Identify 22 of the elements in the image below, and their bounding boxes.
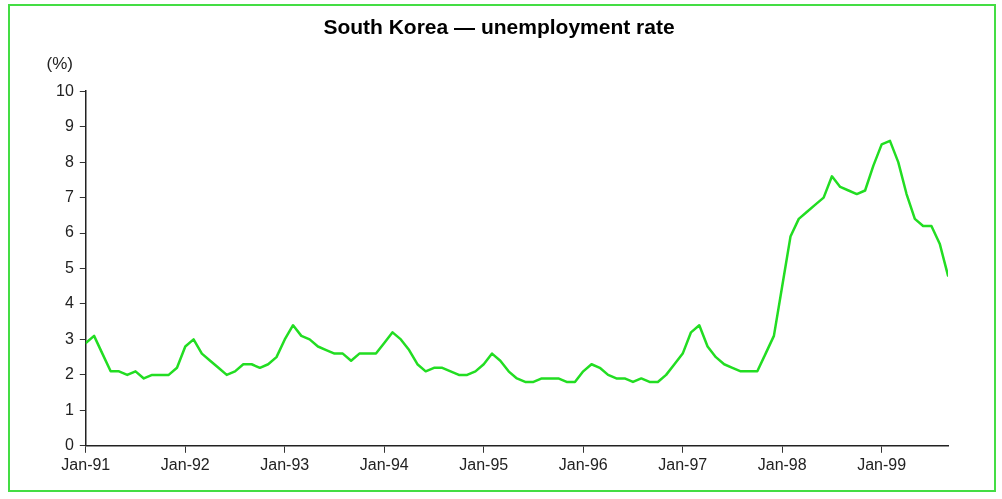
chart-title: South Korea — unemployment rate [323,15,675,39]
x-tick-label: Jan-98 [757,455,807,473]
y-tick-label: 10 [56,81,74,99]
y-tick-label: 9 [64,117,74,135]
x-tick-label: Jan-94 [359,455,409,473]
y-tick-label: 5 [64,258,74,276]
x-tick-label: Jan-93 [260,455,310,473]
y-axis-title: (%) [46,54,74,74]
x-tick-label: Jan-95 [459,455,509,473]
y-tick-label: 7 [64,187,74,205]
x-tick-label: Jan-96 [558,455,608,473]
x-tick-label: Jan-92 [160,455,210,473]
y-tick-label: 4 [64,294,74,312]
x-tick-label: Jan-91 [61,455,111,473]
y-tick-label: 2 [64,365,74,383]
y-tick-label: 6 [64,223,74,241]
y-tick-label: 8 [64,152,74,170]
y-tick-label: 1 [64,400,74,418]
y-tick-label: 0 [64,436,74,454]
x-tick-label: Jan-99 [857,455,907,473]
x-tick-label: Jan-97 [658,455,708,473]
y-tick-label: 3 [64,329,74,347]
